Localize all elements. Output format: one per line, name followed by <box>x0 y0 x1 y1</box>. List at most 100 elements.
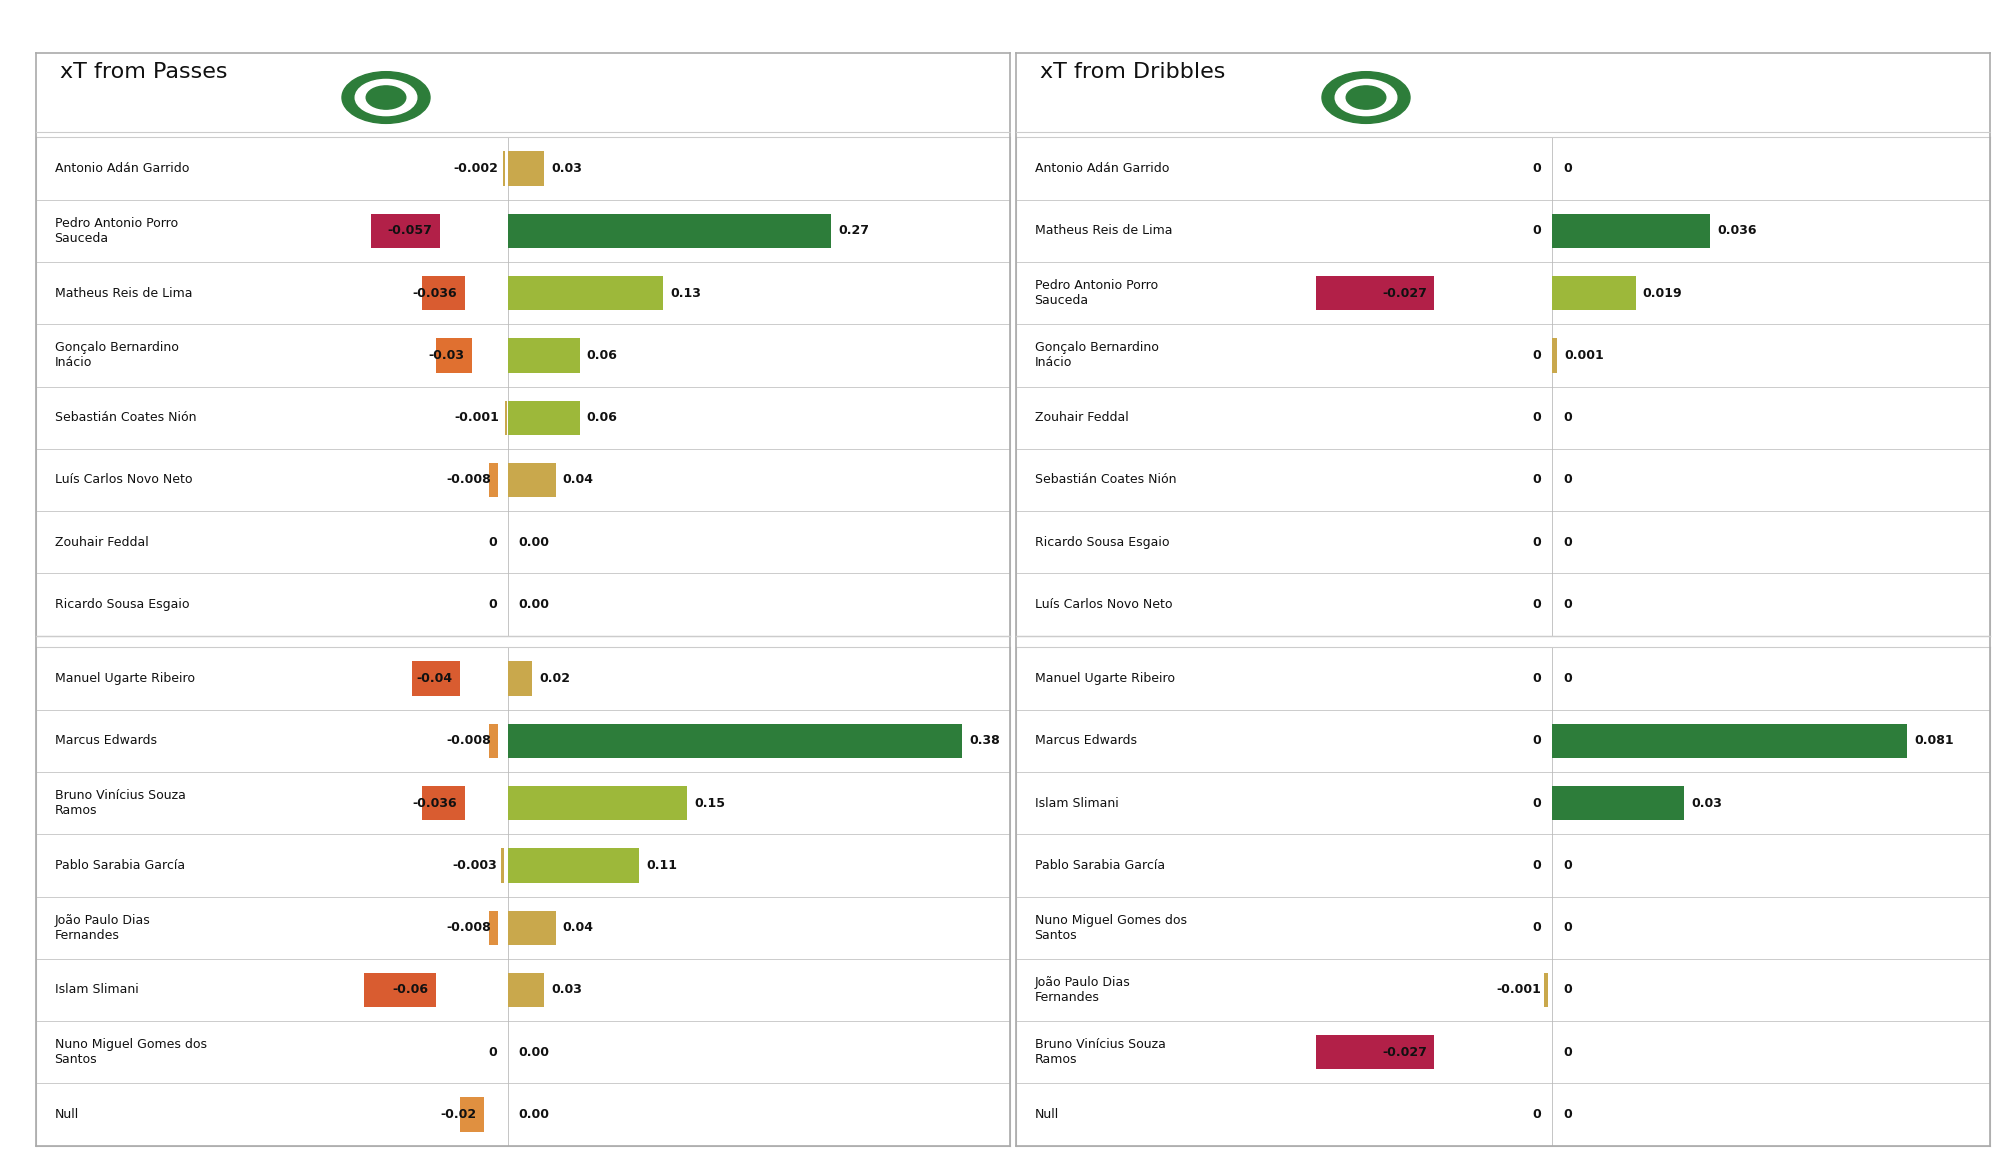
Bar <box>508 724 962 758</box>
Text: Bruno Vinícius Souza
Ramos: Bruno Vinícius Souza Ramos <box>1034 1039 1166 1066</box>
Text: 0.019: 0.019 <box>1642 287 1682 300</box>
Text: 0: 0 <box>1532 859 1542 872</box>
Text: -0.02: -0.02 <box>440 1108 476 1121</box>
Bar <box>372 214 440 248</box>
Text: Luís Carlos Novo Neto: Luís Carlos Novo Neto <box>1034 598 1172 611</box>
Bar <box>502 152 506 186</box>
Text: 0: 0 <box>1532 921 1542 934</box>
Text: 0: 0 <box>1532 224 1542 237</box>
Text: 0.00: 0.00 <box>518 1108 550 1121</box>
Text: 0.15: 0.15 <box>694 797 726 810</box>
Text: 0.13: 0.13 <box>670 287 702 300</box>
Text: -0.003: -0.003 <box>452 859 496 872</box>
Text: 0: 0 <box>1532 474 1542 486</box>
Bar <box>422 786 464 820</box>
Text: Islam Slimani: Islam Slimani <box>1034 797 1118 810</box>
Text: 0: 0 <box>1564 672 1572 685</box>
Text: 0: 0 <box>488 536 496 549</box>
Text: Zouhair Feddal: Zouhair Feddal <box>1034 411 1128 424</box>
Bar <box>500 848 504 882</box>
Text: Ricardo Sousa Esgaio: Ricardo Sousa Esgaio <box>1034 536 1170 549</box>
Text: Antonio Adán Garrido: Antonio Adán Garrido <box>54 162 188 175</box>
Bar <box>1552 214 1710 248</box>
Text: -0.03: -0.03 <box>428 349 464 362</box>
Text: 0: 0 <box>1532 672 1542 685</box>
Text: 0.03: 0.03 <box>550 162 582 175</box>
Bar <box>508 911 556 945</box>
Text: Manuel Ugarte Ribeiro: Manuel Ugarte Ribeiro <box>1034 672 1174 685</box>
Bar <box>488 724 498 758</box>
Text: -0.001: -0.001 <box>1496 983 1540 996</box>
Text: -0.036: -0.036 <box>412 797 458 810</box>
Text: 0.03: 0.03 <box>550 983 582 996</box>
Text: xT from Dribbles: xT from Dribbles <box>1040 62 1226 82</box>
Text: 0.38: 0.38 <box>970 734 1000 747</box>
Text: Gonçalo Bernardino
Inácio: Gonçalo Bernardino Inácio <box>1034 342 1158 369</box>
Text: 0: 0 <box>1564 474 1572 486</box>
Text: -0.027: -0.027 <box>1382 287 1428 300</box>
Bar <box>1552 786 1684 820</box>
Bar <box>508 276 664 310</box>
Text: Marcus Edwards: Marcus Edwards <box>54 734 156 747</box>
Text: Matheus Reis de Lima: Matheus Reis de Lima <box>54 287 192 300</box>
Text: 0: 0 <box>488 1046 496 1059</box>
Text: 0.081: 0.081 <box>1914 734 1954 747</box>
Text: 0: 0 <box>1532 349 1542 362</box>
Bar <box>1544 973 1548 1007</box>
Bar <box>508 662 532 696</box>
Text: 0: 0 <box>1532 734 1542 747</box>
Text: Zouhair Feddal: Zouhair Feddal <box>54 536 148 549</box>
Text: João Paulo Dias
Fernandes: João Paulo Dias Fernandes <box>54 914 150 941</box>
Text: Pablo Sarabia García: Pablo Sarabia García <box>1034 859 1164 872</box>
Bar <box>1552 276 1636 310</box>
Text: Nuno Miguel Gomes dos
Santos: Nuno Miguel Gomes dos Santos <box>1034 914 1186 941</box>
Text: 0: 0 <box>1564 162 1572 175</box>
Text: 0: 0 <box>1532 797 1542 810</box>
Text: 0: 0 <box>1564 411 1572 424</box>
Text: 0.036: 0.036 <box>1718 224 1756 237</box>
Text: xT from Passes: xT from Passes <box>60 62 228 82</box>
Text: Manuel Ugarte Ribeiro: Manuel Ugarte Ribeiro <box>54 672 194 685</box>
Bar <box>1316 276 1434 310</box>
Text: 0.06: 0.06 <box>586 411 618 424</box>
Text: 0.00: 0.00 <box>518 536 550 549</box>
Text: 0: 0 <box>1564 598 1572 611</box>
Text: 0: 0 <box>1564 1046 1572 1059</box>
Text: Islam Slimani: Islam Slimani <box>54 983 138 996</box>
Bar <box>508 973 544 1007</box>
Text: -0.008: -0.008 <box>446 921 490 934</box>
Text: Null: Null <box>54 1108 78 1121</box>
Text: 0.02: 0.02 <box>538 672 570 685</box>
Text: -0.04: -0.04 <box>416 672 452 685</box>
Text: -0.06: -0.06 <box>392 983 428 996</box>
Text: -0.008: -0.008 <box>446 734 490 747</box>
Text: -0.036: -0.036 <box>412 287 458 300</box>
Text: 0: 0 <box>1532 162 1542 175</box>
Text: 0: 0 <box>1564 921 1572 934</box>
Bar <box>508 338 580 372</box>
Text: 0.00: 0.00 <box>518 1046 550 1059</box>
Bar <box>508 463 556 497</box>
Text: Sebastián Coates Nión: Sebastián Coates Nión <box>54 411 196 424</box>
Text: 0: 0 <box>1564 536 1572 549</box>
Bar <box>508 401 580 435</box>
Bar <box>508 848 640 882</box>
Bar <box>1316 1035 1434 1069</box>
Text: -0.001: -0.001 <box>454 411 500 424</box>
Text: Ricardo Sousa Esgaio: Ricardo Sousa Esgaio <box>54 598 190 611</box>
Bar <box>436 338 472 372</box>
Bar <box>412 662 460 696</box>
Text: Pedro Antonio Porro
Sauceda: Pedro Antonio Porro Sauceda <box>54 217 178 244</box>
Text: 0.04: 0.04 <box>562 474 594 486</box>
Text: 0: 0 <box>1564 859 1572 872</box>
Bar <box>460 1097 484 1132</box>
Text: João Paulo Dias
Fernandes: João Paulo Dias Fernandes <box>1034 976 1130 1003</box>
Text: Gonçalo Bernardino
Inácio: Gonçalo Bernardino Inácio <box>54 342 178 369</box>
Text: Null: Null <box>1034 1108 1058 1121</box>
Text: -0.057: -0.057 <box>388 224 432 237</box>
Text: Pablo Sarabia García: Pablo Sarabia García <box>54 859 184 872</box>
Bar <box>1552 724 1906 758</box>
Text: 0: 0 <box>1532 598 1542 611</box>
Text: 0: 0 <box>1532 1108 1542 1121</box>
Text: Marcus Edwards: Marcus Edwards <box>1034 734 1136 747</box>
